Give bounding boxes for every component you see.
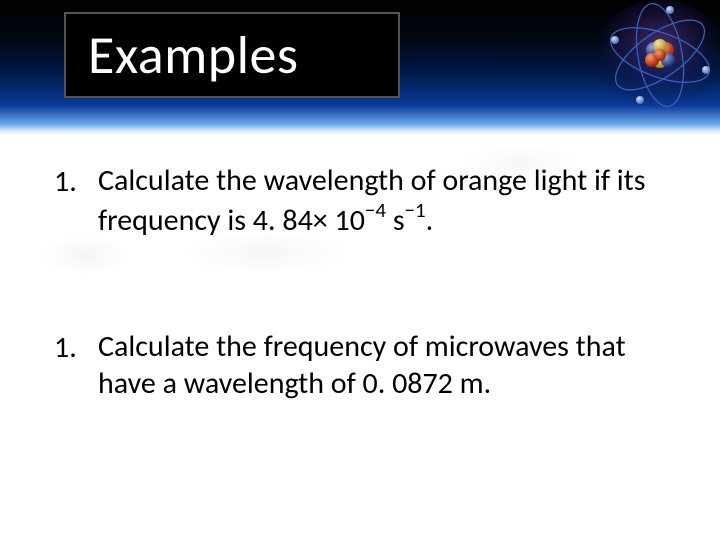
slide-title: Examples (88, 22, 299, 88)
item-text: Calculate the wavelength of orange light… (98, 163, 670, 239)
atom-icon (570, 0, 720, 135)
item-text: Calculate the frequency of microwaves th… (98, 329, 670, 402)
content-area: 1. Calculate the wavelength of orange li… (0, 135, 720, 402)
item-number: 1. (50, 329, 98, 366)
title-box: Examples (64, 12, 400, 98)
header-band: Examples (0, 0, 720, 135)
bg-smudge (40, 235, 130, 275)
item-number: 1. (50, 163, 98, 200)
example-item: 1. Calculate the frequency of microwaves… (50, 329, 670, 402)
example-item: 1. Calculate the wavelength of orange li… (50, 163, 670, 239)
